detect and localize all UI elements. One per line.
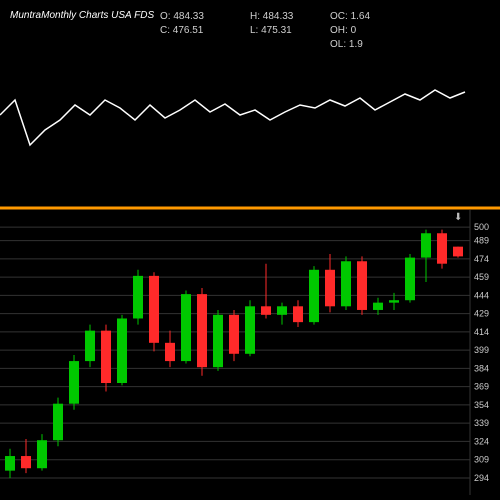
low-label: L: bbox=[250, 25, 258, 36]
open-value: 484.33 bbox=[173, 11, 204, 22]
svg-text:474: 474 bbox=[474, 254, 489, 264]
svg-text:309: 309 bbox=[474, 455, 489, 465]
chart-title: MuntraMonthly Charts USA FDS bbox=[10, 10, 154, 21]
svg-text:459: 459 bbox=[474, 272, 489, 282]
svg-text:500: 500 bbox=[474, 222, 489, 232]
oc-value: 1.64 bbox=[351, 11, 370, 22]
svg-text:489: 489 bbox=[474, 236, 489, 246]
high-value: 484.33 bbox=[263, 11, 294, 22]
svg-text:414: 414 bbox=[474, 327, 489, 337]
close-label: C: bbox=[160, 25, 170, 36]
high-label: H: bbox=[250, 11, 260, 22]
svg-text:429: 429 bbox=[474, 309, 489, 319]
chart-container: 294 309 324 339 354 369 384 399 414 429 444 459 474 4… bbox=[0, 0, 500, 500]
svg-text:384: 384 bbox=[474, 363, 489, 373]
low-value: 475.31 bbox=[261, 25, 292, 36]
svg-text:354: 354 bbox=[474, 400, 489, 410]
svg-text:⬇: ⬇ bbox=[454, 212, 462, 223]
svg-text:369: 369 bbox=[474, 382, 489, 392]
chart-canvas: 294 309 324 339 354 369 384 399 414 429 444 459 474 4… bbox=[0, 0, 500, 500]
svg-text:399: 399 bbox=[474, 345, 489, 355]
svg-text:339: 339 bbox=[474, 418, 489, 428]
oc-label: OC: bbox=[330, 11, 348, 22]
close-value: 476.51 bbox=[173, 25, 204, 36]
open-label: O: bbox=[160, 11, 171, 22]
ohlc-high-low-block: H: 484.33 L: 475.31 bbox=[250, 10, 293, 38]
ol-label: OL: bbox=[330, 39, 346, 50]
svg-text:444: 444 bbox=[474, 290, 489, 300]
oh-label: OH: bbox=[330, 25, 348, 36]
svg-text:294: 294 bbox=[474, 473, 489, 483]
oh-value: 0 bbox=[351, 25, 357, 36]
svg-text:324: 324 bbox=[474, 436, 489, 446]
ol-value: 1.9 bbox=[349, 39, 363, 50]
ohlc-open-close-block: O: 484.33 C: 476.51 bbox=[160, 10, 204, 38]
ohlc-diff-block: OC: 1.64 OH: 0 OL: 1.9 bbox=[330, 10, 370, 52]
